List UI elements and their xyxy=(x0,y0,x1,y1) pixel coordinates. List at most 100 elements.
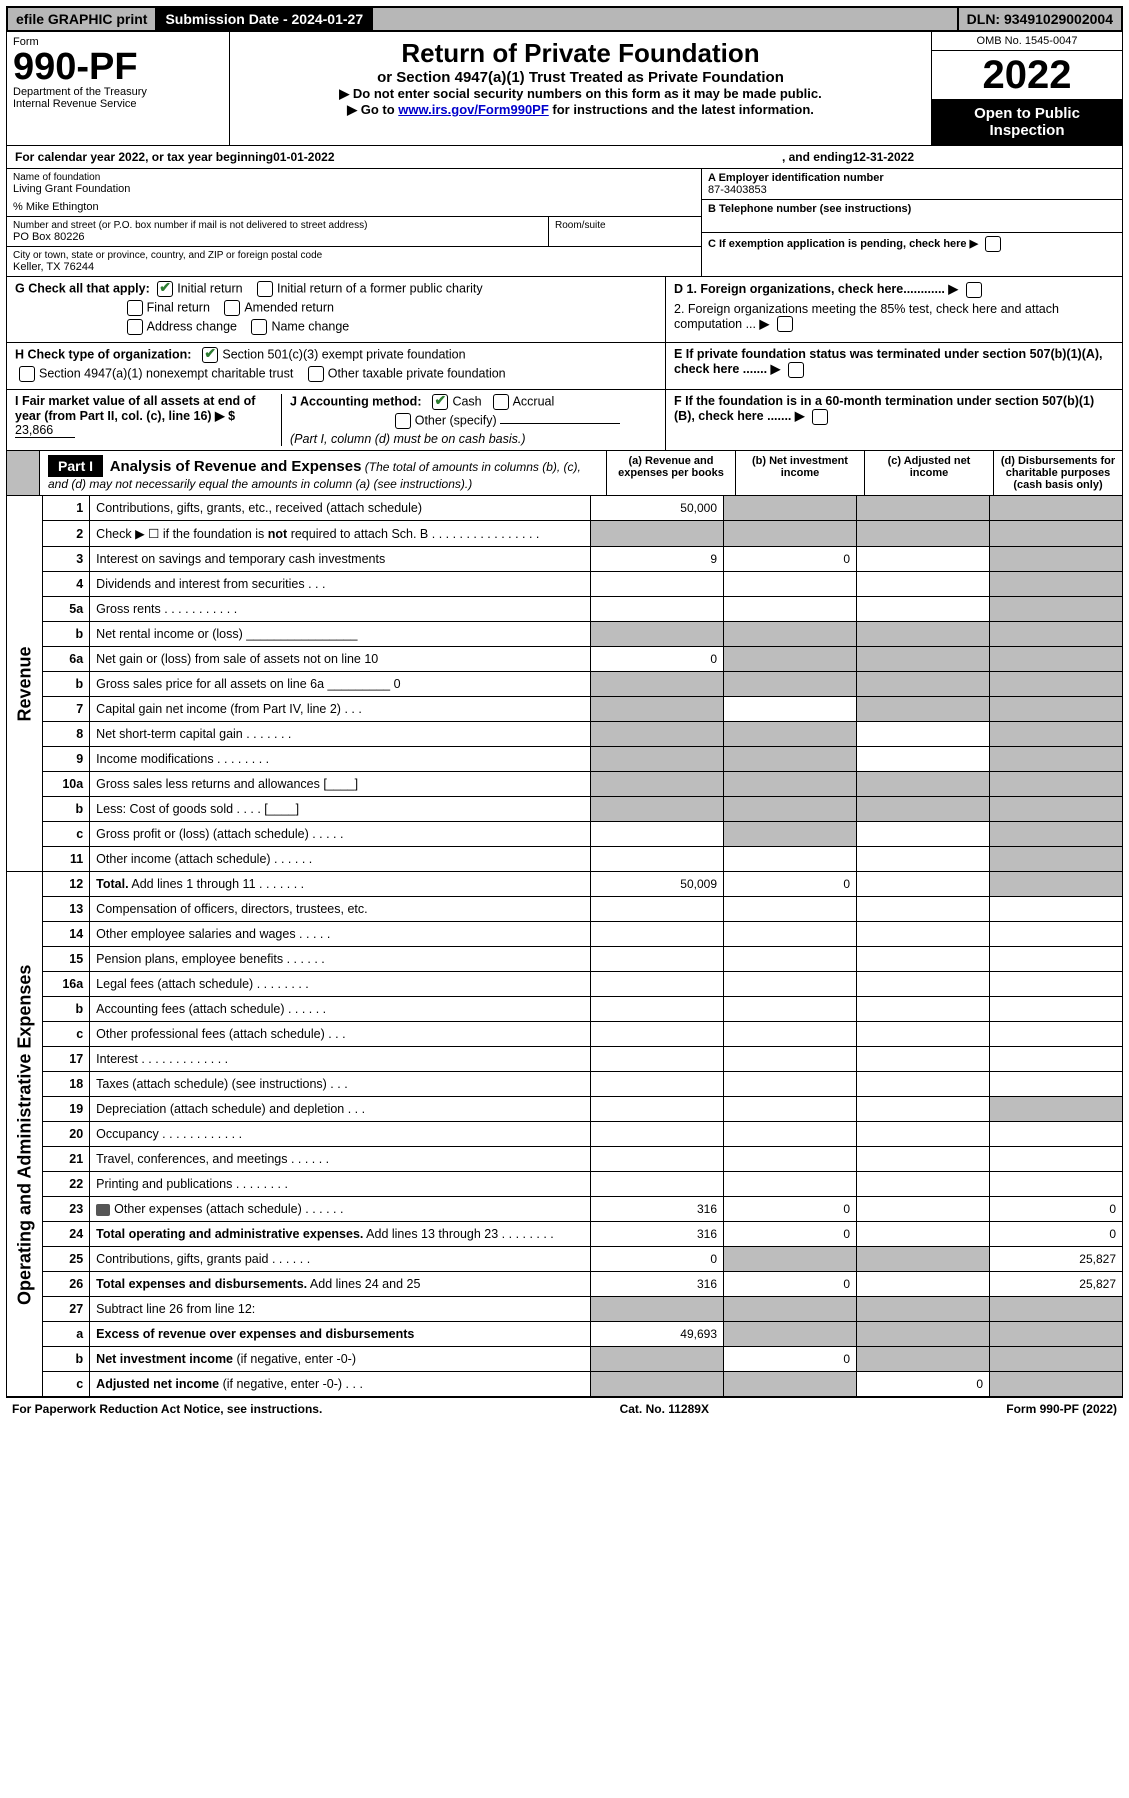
value-cell: 0 xyxy=(591,1247,724,1272)
g-initial-former[interactable] xyxy=(257,281,273,297)
value-cell xyxy=(724,1072,857,1097)
calendar-year-row: For calendar year 2022, or tax year begi… xyxy=(6,146,1123,169)
omb-number: OMB No. 1545-0047 xyxy=(932,32,1122,51)
value-cell xyxy=(990,972,1123,997)
value-cell xyxy=(857,672,990,697)
value-cell xyxy=(591,922,724,947)
line-number: b xyxy=(43,997,90,1022)
line-number: 24 xyxy=(43,1222,90,1247)
value-cell xyxy=(857,1147,990,1172)
value-cell xyxy=(857,747,990,772)
table-row: 16aLegal fees (attach schedule) . . . . … xyxy=(7,972,1123,997)
value-cell xyxy=(591,1097,724,1122)
g-address-change[interactable] xyxy=(127,319,143,335)
value-cell xyxy=(857,797,990,822)
value-cell xyxy=(990,1347,1123,1372)
line-number: 8 xyxy=(43,722,90,747)
irs-link[interactable]: www.irs.gov/Form990PF xyxy=(398,102,549,117)
value-cell xyxy=(591,897,724,922)
line-description: Capital gain net income (from Part IV, l… xyxy=(90,697,591,722)
table-row: 8Net short-term capital gain . . . . . .… xyxy=(7,722,1123,747)
value-cell xyxy=(591,972,724,997)
h-4947a1[interactable] xyxy=(19,366,35,382)
line-description: Total. Add lines 1 through 11 . . . . . … xyxy=(90,872,591,897)
value-cell xyxy=(857,847,990,872)
check-row-G: G Check all that apply: Initial return I… xyxy=(6,277,1123,343)
line-description: Income modifications . . . . . . . . xyxy=(90,747,591,772)
e-checkbox[interactable] xyxy=(788,362,804,378)
attachment-icon[interactable] xyxy=(96,1204,110,1216)
g-initial-return[interactable] xyxy=(157,281,173,297)
value-cell xyxy=(724,1297,857,1322)
form-header-right: OMB No. 1545-0047 2022 Open to Public In… xyxy=(931,32,1122,145)
fmv-assets: 23,866 xyxy=(15,423,75,438)
j-accrual[interactable] xyxy=(493,394,509,410)
value-cell xyxy=(591,772,724,797)
entity-block: Name of foundation Living Grant Foundati… xyxy=(6,169,1123,277)
efile-print-label[interactable]: efile GRAPHIC print xyxy=(8,8,157,30)
h-501c3[interactable] xyxy=(202,347,218,363)
value-cell: 0 xyxy=(724,1197,857,1222)
open-to-public: Open to Public Inspection xyxy=(932,99,1122,145)
value-cell xyxy=(591,947,724,972)
box-C: C If exemption application is pending, c… xyxy=(702,233,1122,255)
value-cell: 25,827 xyxy=(990,1272,1123,1297)
box-F: F If the foundation is in a 60-month ter… xyxy=(666,390,1122,450)
value-cell xyxy=(857,997,990,1022)
topbar: efile GRAPHIC print Submission Date - 20… xyxy=(6,6,1123,32)
value-cell xyxy=(724,1372,857,1397)
value-cell: 316 xyxy=(591,1222,724,1247)
h-other-taxable[interactable] xyxy=(308,366,324,382)
cat-no: Cat. No. 11289X xyxy=(620,1402,709,1416)
value-cell xyxy=(857,947,990,972)
box-C-checkbox[interactable] xyxy=(985,236,1001,252)
line-number: 7 xyxy=(43,697,90,722)
line-number: 10a xyxy=(43,772,90,797)
value-cell xyxy=(990,722,1123,747)
line-number: b xyxy=(43,672,90,697)
line-description: Legal fees (attach schedule) . . . . . .… xyxy=(90,972,591,997)
instr-link-row: ▶ Go to www.irs.gov/Form990PF for instru… xyxy=(236,102,925,118)
value-cell xyxy=(857,1122,990,1147)
value-cell xyxy=(857,547,990,572)
line-description: Net rental income or (loss) ____________… xyxy=(90,622,591,647)
table-row: bNet investment income (if negative, ent… xyxy=(7,1347,1123,1372)
tax-year: 2022 xyxy=(932,51,1122,99)
f-checkbox[interactable] xyxy=(812,409,828,425)
value-cell: 0 xyxy=(724,872,857,897)
line-description: Less: Cost of goods sold . . . . [____] xyxy=(90,797,591,822)
table-row: 21Travel, conferences, and meetings . . … xyxy=(7,1147,1123,1172)
value-cell xyxy=(591,1172,724,1197)
value-cell: 0 xyxy=(724,1222,857,1247)
g-amended[interactable] xyxy=(224,300,240,316)
g-final-return[interactable] xyxy=(127,300,143,316)
line-description: Check ▶ ☐ if the foundation is not requi… xyxy=(90,521,591,547)
value-cell xyxy=(591,572,724,597)
value-cell: 0 xyxy=(591,647,724,672)
line-description: Accounting fees (attach schedule) . . . … xyxy=(90,997,591,1022)
line-number: 4 xyxy=(43,572,90,597)
value-cell: 0 xyxy=(990,1197,1123,1222)
line-number: 25 xyxy=(43,1247,90,1272)
j-other[interactable] xyxy=(395,413,411,429)
j-cash[interactable] xyxy=(432,394,448,410)
address-row: Number and street (or P.O. box number if… xyxy=(7,217,701,247)
value-cell xyxy=(724,1247,857,1272)
value-cell xyxy=(990,1322,1123,1347)
d2-checkbox[interactable] xyxy=(777,316,793,332)
value-cell xyxy=(857,822,990,847)
line-description: Other employee salaries and wages . . . … xyxy=(90,922,591,947)
value-cell xyxy=(857,1297,990,1322)
col-b-head: (b) Net investment income xyxy=(736,451,865,495)
d1-checkbox[interactable] xyxy=(966,282,982,298)
value-cell xyxy=(857,1022,990,1047)
value-cell xyxy=(724,1022,857,1047)
tax-year-begin: 01-01-2022 xyxy=(273,150,334,164)
value-cell xyxy=(857,1347,990,1372)
g-name-change[interactable] xyxy=(251,319,267,335)
value-cell xyxy=(591,1147,724,1172)
value-cell xyxy=(591,747,724,772)
value-cell xyxy=(990,1022,1123,1047)
table-row: cAdjusted net income (if negative, enter… xyxy=(7,1372,1123,1397)
care-of-line: % Mike Ethington xyxy=(13,201,695,213)
